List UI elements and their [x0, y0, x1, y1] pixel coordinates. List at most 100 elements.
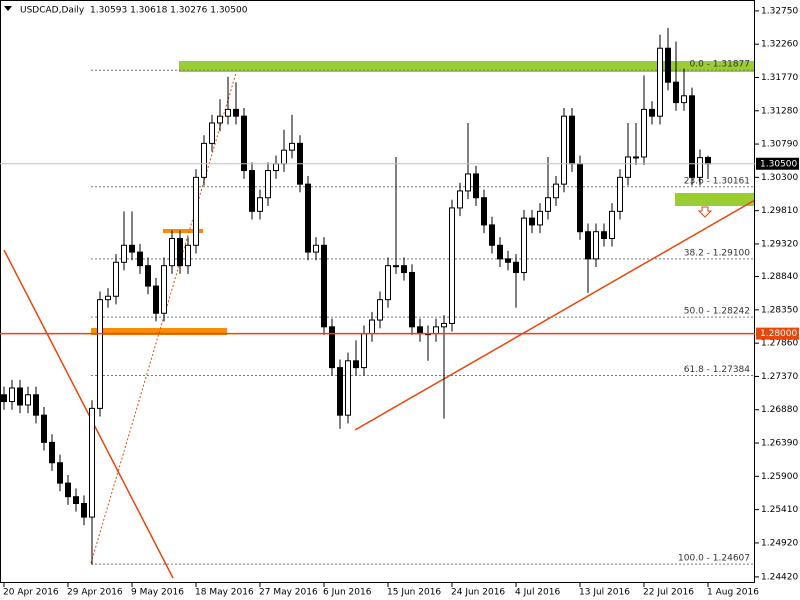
x-tick-label: 27 May 2016 — [259, 588, 318, 598]
y-tick-label: 1.29810 — [761, 206, 798, 216]
candle-body — [393, 265, 399, 268]
candle-body — [609, 210, 615, 239]
candle-body — [97, 299, 103, 409]
candle-body — [665, 47, 671, 83]
candle-body — [169, 238, 175, 267]
x-tick-label: 22 Jul 2016 — [643, 588, 694, 598]
candle-body — [345, 360, 351, 416]
candle-body — [625, 156, 631, 178]
candle-body — [201, 142, 207, 178]
candle-body — [145, 265, 151, 287]
candle-body — [641, 108, 647, 158]
candle-body — [321, 244, 327, 328]
header-icon — [4, 6, 12, 11]
candle-body — [441, 322, 447, 328]
candle-body — [521, 217, 527, 273]
y-tick-label: 1.31770 — [761, 73, 798, 83]
x-tick-label: 20 Apr 2016 — [3, 588, 59, 598]
x-tick-label: 9 May 2016 — [131, 588, 184, 598]
candle-body — [649, 108, 655, 117]
candle-body — [49, 441, 55, 464]
candle-body — [497, 244, 503, 260]
x-tick-label: 18 May 2016 — [195, 588, 254, 598]
candle-body — [17, 387, 23, 406]
fib-label: 50.0 - 1.28242 — [684, 307, 750, 317]
candle-body — [689, 95, 695, 178]
candle-body — [225, 108, 231, 117]
candle-body — [113, 261, 119, 297]
candle-body — [289, 142, 295, 151]
candle-body — [241, 115, 247, 172]
candle-body — [457, 190, 463, 209]
candle-body — [545, 197, 551, 212]
header-ohlc: 1.30593 1.30618 1.30276 1.30500 — [90, 6, 248, 16]
candle-body — [601, 231, 607, 239]
y-tick-label: 1.24420 — [761, 572, 798, 582]
candle-body — [233, 108, 239, 117]
resistance-zone — [179, 61, 755, 72]
candle-body — [569, 115, 575, 165]
arrow — [697, 206, 713, 218]
candle-body — [73, 496, 79, 505]
candle-body — [193, 176, 199, 246]
candle-body — [449, 207, 455, 324]
orange-zone — [163, 229, 203, 233]
candle-body — [313, 244, 319, 253]
candle-body — [305, 183, 311, 253]
candle-body — [681, 95, 687, 104]
candle-body — [481, 197, 487, 226]
y-tick-label: 1.27860 — [761, 339, 798, 349]
candle-body — [361, 333, 367, 369]
trend-line — [354, 199, 756, 431]
x-tick-label: 13 Jul 2016 — [579, 588, 630, 598]
candle-body — [153, 285, 159, 314]
x-tick-label: 15 Jun 2016 — [387, 588, 441, 598]
drawings — [3, 61, 756, 579]
candle-body — [337, 367, 343, 416]
y-tick-label: 1.28840 — [761, 272, 798, 282]
candle-body — [105, 295, 111, 301]
candle-body — [705, 156, 711, 165]
trend-line — [3, 249, 174, 579]
x-tick-label: 1 Aug 2016 — [707, 588, 759, 598]
candle-body — [585, 231, 591, 260]
fib-label: 38.2 - 1.29100 — [684, 248, 750, 258]
candle-body — [265, 170, 271, 199]
candle-body — [273, 163, 279, 172]
candle-body — [369, 319, 375, 335]
candle-body — [617, 176, 623, 212]
candle-body — [25, 394, 31, 406]
y-tick-label: 1.25410 — [761, 505, 798, 515]
candle-body — [33, 394, 39, 416]
x-tick-label: 6 Jun 2016 — [323, 588, 372, 598]
y-tick-label: 1.30300 — [761, 173, 798, 183]
candle-body — [553, 183, 559, 199]
candle-body — [513, 261, 519, 273]
candle-body — [489, 224, 495, 246]
candle-body — [217, 115, 223, 124]
y-tick-label: 1.30790 — [761, 140, 798, 150]
x-tick-label: 4 Jul 2016 — [515, 588, 560, 598]
y-tick-label: 1.27370 — [761, 372, 798, 382]
y-tick-label: 1.28350 — [761, 305, 798, 315]
y-tick-label: 1.32260 — [761, 40, 798, 50]
candle-body — [529, 217, 535, 226]
candle-body — [577, 163, 583, 233]
candle-body — [65, 482, 71, 498]
candle-body — [257, 197, 263, 212]
candle-body — [249, 170, 255, 212]
candle-body — [697, 157, 703, 178]
price-marker — [756, 157, 799, 170]
candle-body — [1, 394, 7, 403]
candle-body — [57, 462, 63, 484]
fib-label: 23.6 - 1.30161 — [684, 176, 750, 186]
y-tick-label: 1.31280 — [761, 106, 798, 116]
x-tick-label: 29 Apr 2016 — [67, 588, 123, 598]
plot-frame — [0, 0, 755, 583]
price-marker-label: 1.28000 — [760, 329, 797, 339]
candle-body — [177, 238, 183, 267]
candle-body — [281, 149, 287, 165]
fib-label: 100.0 - 1.24607 — [678, 554, 750, 564]
